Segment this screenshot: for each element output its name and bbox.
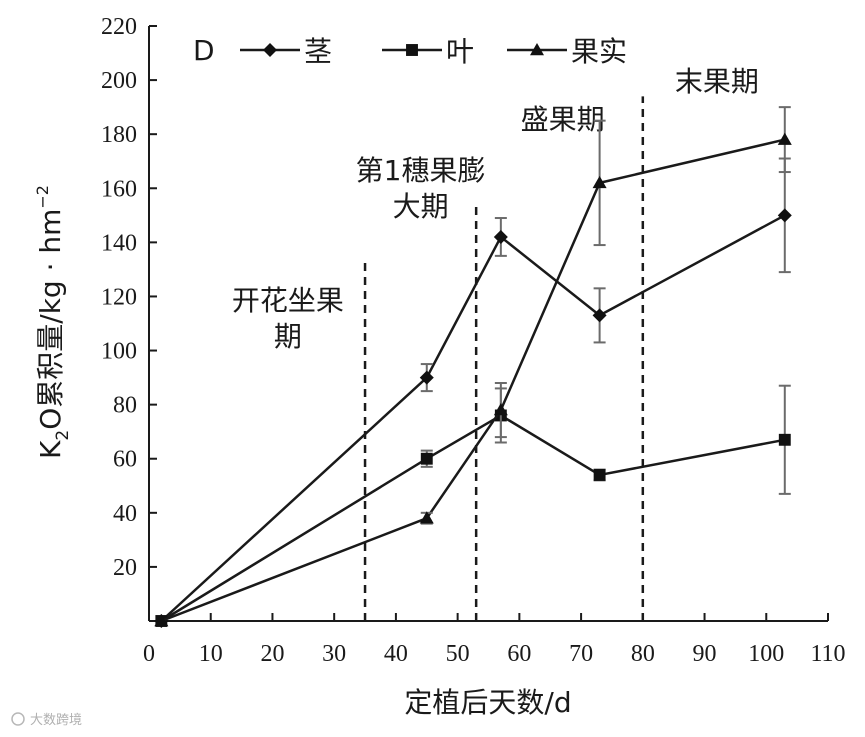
legend-label-stem: 茎 <box>304 35 332 68</box>
phase-lines <box>363 96 645 621</box>
y-tick-label: 180 <box>101 122 137 148</box>
data-point-fruit <box>777 132 792 145</box>
axes <box>148 26 828 622</box>
phase-label: 开花坐果 <box>232 284 344 317</box>
data-point-fruit <box>154 614 169 627</box>
y-tick-label: 160 <box>101 176 137 202</box>
data-point-stem <box>592 308 607 323</box>
series-leaf <box>155 384 791 627</box>
x-tick-label: 10 <box>199 641 223 667</box>
series-line-leaf <box>160 414 786 623</box>
x-axis-title: 定植后天数/d <box>404 686 571 719</box>
series-line-stem <box>160 214 786 622</box>
y-axis-title: K2O累积量/kg · hm−2 <box>33 185 73 459</box>
x-tick-label: 50 <box>446 641 470 667</box>
y-tick-label: 20 <box>113 555 137 581</box>
x-tick-label: 30 <box>322 641 346 667</box>
data-point-leaf <box>778 433 791 446</box>
y-tick-label: 220 <box>101 14 137 40</box>
x-tick-label: 90 <box>693 641 717 667</box>
x-tick-label: 110 <box>810 641 845 667</box>
series <box>154 106 792 628</box>
legend-marker-stem <box>263 43 277 57</box>
data-point-stem <box>777 208 792 223</box>
data-point-leaf <box>593 469 606 481</box>
phase-label: 大期 <box>393 190 449 223</box>
phase-label: 第1穗果膨 <box>356 154 486 187</box>
data-point-stem <box>419 370 434 385</box>
data-point-leaf <box>420 452 433 465</box>
y-tick-label: 80 <box>113 393 137 419</box>
x-tick-label: 40 <box>384 641 408 667</box>
data-point-stem <box>493 229 508 244</box>
y-tick-label: 140 <box>101 230 137 256</box>
x-tick-label: 0 <box>143 641 155 667</box>
x-tick-label: 80 <box>631 641 655 667</box>
data-point-fruit <box>592 175 607 189</box>
series-stem <box>154 157 792 628</box>
legend-marker-fruit <box>530 43 544 56</box>
y-tick-label: 100 <box>101 339 137 365</box>
x-tick-label: 100 <box>748 641 784 667</box>
panel-label: D <box>193 34 215 67</box>
legend-label-fruit: 果实 <box>571 35 627 68</box>
legend: D 茎 叶 果实 <box>193 34 627 68</box>
data-point-fruit <box>419 511 434 524</box>
watermark-text: 大数跨境 <box>30 713 82 728</box>
legend-marker-leaf <box>406 44 418 56</box>
x-ticks: 0 10 20 30 40 50 60 70 80 90 100 110 <box>143 613 846 667</box>
series-fruit <box>154 106 792 627</box>
phase-label: 末果期 <box>675 65 759 98</box>
x-tick-label: 70 <box>569 641 593 667</box>
y-tick-label: 40 <box>113 501 137 527</box>
data-point-fruit <box>493 403 508 416</box>
watermark: 大数跨境 <box>11 712 82 728</box>
watermark-logo-icon <box>11 712 25 726</box>
series-line-fruit <box>160 138 786 623</box>
x-tick-label: 60 <box>507 641 531 667</box>
x-tick-label: 20 <box>260 641 284 667</box>
legend-label-leaf: 叶 <box>446 35 474 68</box>
phase-label: 盛果期 <box>521 103 605 136</box>
y-tick-label: 200 <box>101 68 137 94</box>
phase-label: 期 <box>274 320 302 353</box>
y-tick-label: 120 <box>101 284 137 310</box>
y-ticks: 20 40 60 80 100 120 140 160 180 200 220 <box>101 14 157 581</box>
y-tick-label: 60 <box>113 447 137 473</box>
